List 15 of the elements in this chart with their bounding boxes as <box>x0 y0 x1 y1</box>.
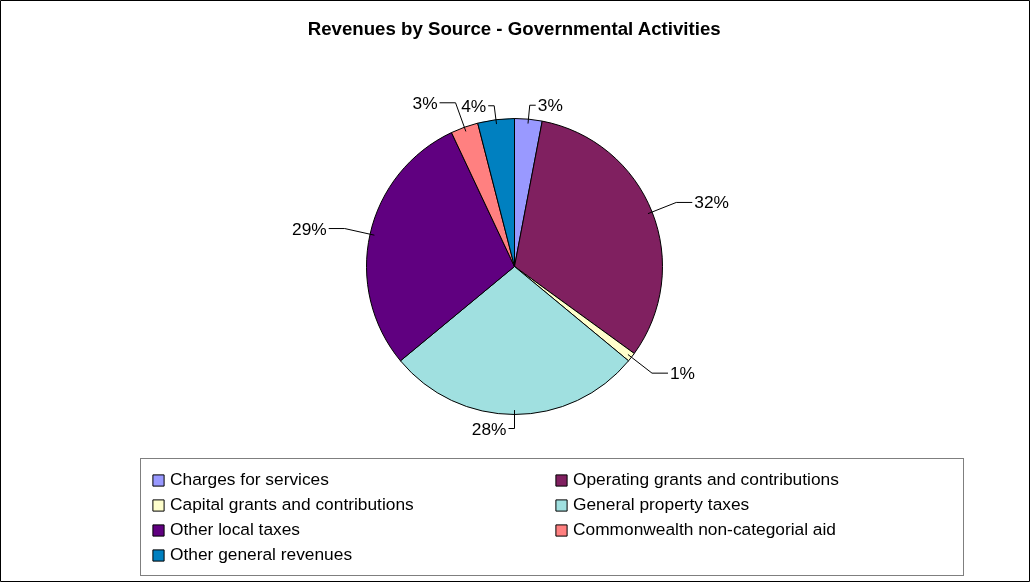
legend-label: Operating grants and contributions <box>573 469 840 490</box>
legend-label: Capital grants and contributions <box>170 494 415 515</box>
data-label: 29% <box>292 218 327 239</box>
legend-label: Other general revenues <box>170 544 354 565</box>
legend-label: Commonwealth non-categorial aid <box>573 519 837 540</box>
data-label: 3% <box>537 95 563 116</box>
legend-label: Other local taxes <box>170 519 302 540</box>
chart-title: Revenues by Source - Governmental Activities <box>307 18 721 39</box>
legend-label: General property taxes <box>573 494 751 515</box>
data-label: 1% <box>669 363 696 384</box>
data-label: 32% <box>694 192 729 213</box>
legend-label: Charges for services <box>170 469 330 490</box>
data-label: 4% <box>461 95 487 116</box>
data-label: 28% <box>471 418 507 439</box>
data-label: 3% <box>412 92 438 113</box>
